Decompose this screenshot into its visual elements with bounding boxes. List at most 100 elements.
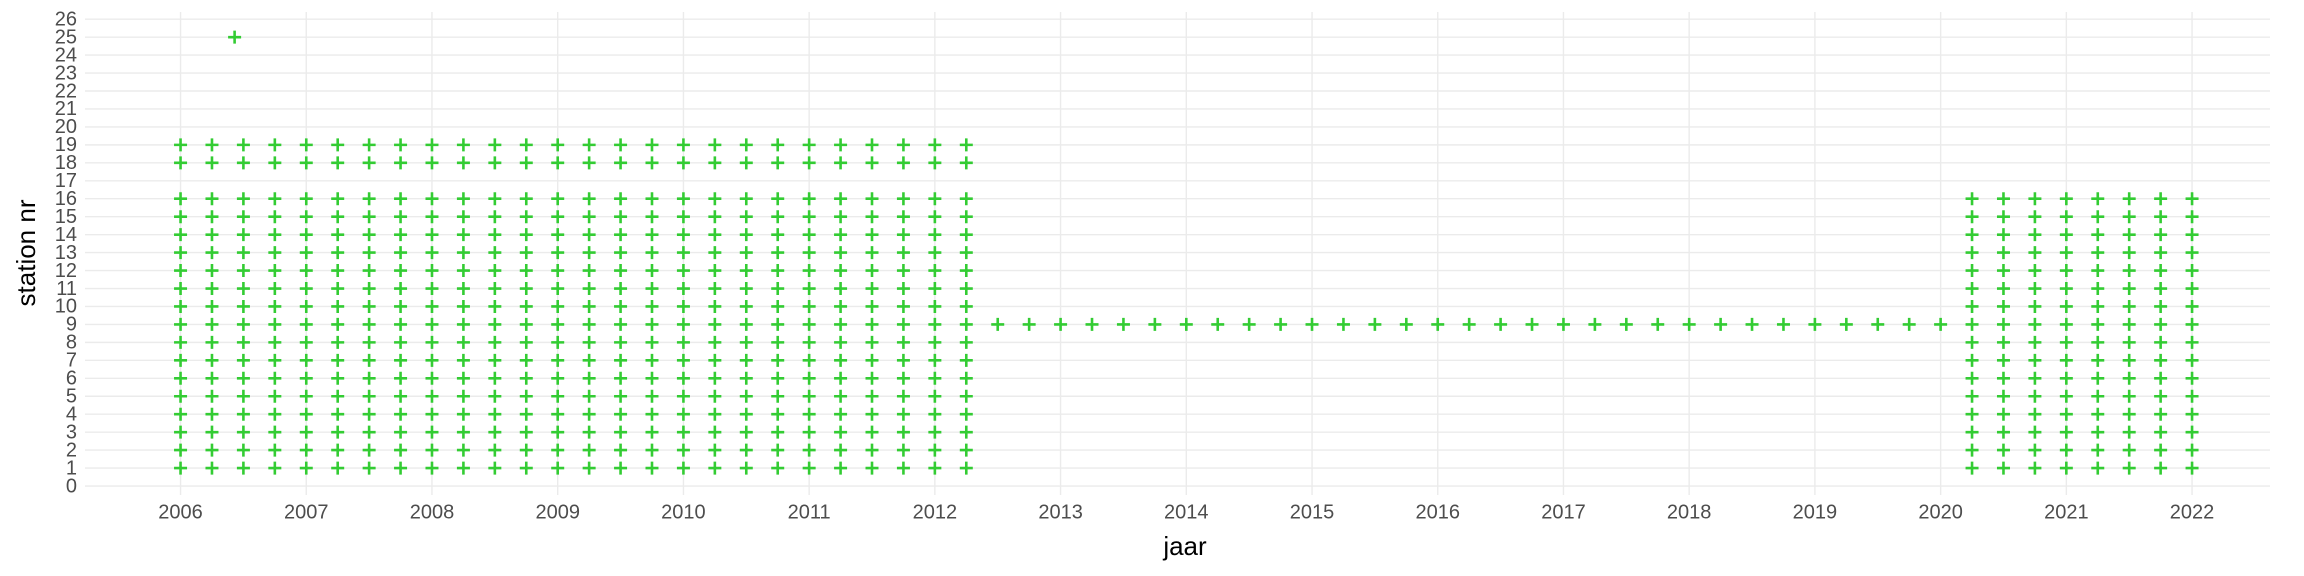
data-point [2091,461,2105,475]
y-tick-label: 19 [55,134,77,156]
data-point [834,282,848,296]
data-point [739,156,753,170]
y-tick-label: 21 [55,98,77,120]
data-point [268,299,282,313]
data-point [394,317,408,331]
data-point [362,246,376,260]
data-point [268,192,282,206]
data-point [488,371,502,385]
x-tick-label: 2021 [2044,501,2089,523]
data-point [928,192,942,206]
data-point [236,156,250,170]
data-point [928,461,942,475]
data-point [614,156,628,170]
data-point [1054,317,1068,331]
data-point [551,156,565,170]
y-tick-label: 0 [66,475,77,497]
data-point [834,371,848,385]
data-point [676,264,690,278]
data-point [959,156,973,170]
data-point [739,299,753,313]
data-point [425,443,439,457]
y-tick-label: 7 [66,350,77,372]
data-point [896,264,910,278]
data-point [1996,353,2010,367]
data-point [236,425,250,439]
data-point [551,389,565,403]
data-point [205,264,219,278]
data-point [676,192,690,206]
data-point [928,228,942,242]
data-point [299,138,313,152]
data-point [834,443,848,457]
data-point [299,192,313,206]
data-point [519,443,533,457]
data-point [771,210,785,224]
data-point [802,443,816,457]
data-point [394,425,408,439]
data-point [2185,425,2199,439]
data-point [174,389,188,403]
data-point [299,425,313,439]
data-point [1996,407,2010,421]
data-point [1714,317,1728,331]
data-point [2122,353,2136,367]
y-tick-label: 23 [55,62,77,84]
y-tick-label: 12 [55,260,77,282]
data-point [174,156,188,170]
x-tick-label: 2011 [788,501,831,523]
data-point [645,156,659,170]
data-point [645,299,659,313]
data-point [582,389,596,403]
data-point [236,317,250,331]
data-point [614,210,628,224]
data-point [1934,317,1948,331]
data-point [488,443,502,457]
data-point [802,317,816,331]
data-point [676,353,690,367]
data-point [331,371,345,385]
data-point [2028,192,2042,206]
data-point [896,210,910,224]
data-point [456,299,470,313]
data-point [582,192,596,206]
data-point [771,228,785,242]
data-point [1179,317,1193,331]
data-point [268,335,282,349]
data-point [551,461,565,475]
data-point [739,443,753,457]
data-point [802,389,816,403]
y-tick-label: 4 [66,403,77,425]
data-point [456,156,470,170]
data-point [2122,228,2136,242]
data-point [394,156,408,170]
data-point [174,461,188,475]
data-point [2059,407,2073,421]
data-point [551,353,565,367]
data-point [2154,282,2168,296]
data-point [676,156,690,170]
data-point [708,461,722,475]
x-tick-label: 2015 [1290,501,1335,523]
data-point [205,389,219,403]
data-point [425,425,439,439]
y-tick-label: 18 [55,152,77,174]
data-point [2122,192,2136,206]
data-point [519,299,533,313]
data-point [896,389,910,403]
data-point [362,317,376,331]
data-point [865,317,879,331]
data-point [2122,425,2136,439]
data-point [834,228,848,242]
data-point [2091,299,2105,313]
data-point [236,210,250,224]
data-point [708,299,722,313]
data-point [2154,443,2168,457]
data-point [2185,282,2199,296]
data-point [771,407,785,421]
data-point [456,335,470,349]
data-point [2154,425,2168,439]
data-point [2091,425,2105,439]
data-point [991,317,1005,331]
